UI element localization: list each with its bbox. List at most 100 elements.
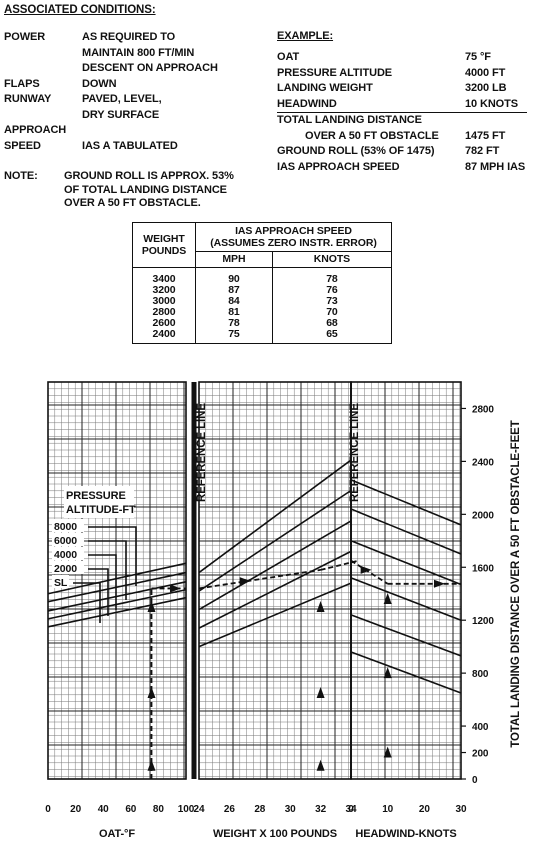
pressure-altitude-label: SL [54,577,68,589]
condition-value [82,123,259,139]
x-tick-label: 80 [153,804,164,815]
legend-label-bg [52,519,84,532]
x-tick-label: 24 [194,804,205,815]
x-tick-label: 20 [70,804,81,815]
example-title: EXAMPLE: [277,30,334,42]
pressure-altitude-label: 2000 [54,563,77,575]
series-line [47,588,187,620]
series-line [350,540,462,586]
reference-line-label: REFERENCE LINE [349,403,361,502]
panel-frame [47,381,187,780]
example-value: 1475 FT [465,129,506,142]
series-line [350,577,462,621]
weight-cell: 2600 [132,318,196,329]
arrow-icon [360,565,372,574]
table-row: 3400 90 78 [132,267,393,285]
series-line [198,489,352,592]
table-row: 2400 75 65 [132,329,393,344]
table-row: 2600 78 68 [132,318,393,329]
example-value: 3200 LB [465,82,507,94]
series-line [198,582,352,648]
legend-label-bg [52,575,69,588]
x-tick-label: 20 [419,804,430,815]
weight-cell: 2800 [132,307,196,318]
y-tick-label: 1600 [472,563,494,574]
associated-conditions: POWER AS REQUIRED TO MAINTAIN 800 FT/MIN… [4,30,259,154]
condition-value: AS REQUIRED TO MAINTAIN 800 FT/MIN DESCE… [82,31,218,74]
example-label: OVER A 50 FT OBSTACLE [305,129,439,142]
note-label: NOTE: [4,170,38,182]
ias-approach-speed-table: WEIGHT POUNDS IAS APPROACH SPEED (ASSUME… [132,222,393,344]
reference-line-label: REFERENCE LINE [196,403,208,502]
y-tick-label: 2800 [472,404,494,415]
weight-cell: 3000 [132,296,196,307]
x-tick-label: 28 [254,804,265,815]
mph-subheader: MPH [195,251,273,268]
y-axis-label: TOTAL LANDING DISTANCE OVER A 50 FT OBST… [510,420,522,747]
x-tick-label: 60 [125,804,136,815]
y-tick-label: 0 [472,775,478,786]
condition-label: RUNWAY [4,93,52,105]
legend-label-bg [52,561,84,574]
weight-column-header: WEIGHT POUNDS [132,222,196,268]
panel-frame [350,381,462,780]
x-tick-label: 40 [98,804,109,815]
pressure-altitude-label: 8000 [54,521,77,533]
y-tick-label: 1200 [472,616,494,627]
example-label: HEADWIND [277,97,337,110]
series-line [47,596,187,628]
arrow-icon [383,746,392,758]
example-label: PRESSURE ALTITUDE [277,66,393,79]
y-tick-label: 2000 [472,510,494,521]
pressure-altitude-title: ALTITUDE-FT [66,504,136,516]
condition-label: APPROACH [4,124,67,136]
knots-cell: 70 [271,307,393,318]
table-row: 3200 87 76 [132,285,393,296]
table-row: 2800 81 70 [132,307,393,318]
series-line [47,581,187,612]
knots-cell: 68 [271,318,393,329]
example-row: TOTAL LANDING DISTANCE [277,113,527,129]
condition-power: POWER AS REQUIRED TO MAINTAIN 800 FT/MIN… [4,30,259,77]
series-line [198,520,352,611]
series-line [47,571,187,603]
knots-cell: 73 [271,296,393,307]
x-tick-label: 100 [178,804,195,815]
condition-runway: RUNWAY PAVED, LEVEL, DRY SURFACE [4,92,259,123]
x-tick-label: 30 [285,804,296,815]
ias-column-header: IAS APPROACH SPEED (ASSUMES ZERO INSTR. … [195,222,392,252]
series-line [350,614,462,657]
legend-leader-line [88,540,127,600]
note-block: NOTE: GROUND ROLL IS APPROX. 53% OF TOTA… [4,170,274,211]
y-tick-label: 200 [472,749,489,760]
y-tick-label: 400 [472,722,489,733]
condition-label: POWER [4,31,46,43]
condition-value: IAS A TABULATED [82,139,178,152]
example-label: OAT [277,51,300,63]
x-axis-label: WEIGHT X 100 POUNDS [213,828,337,840]
x-tick-label: 10 [382,804,393,815]
arrow-icon [434,579,445,588]
legend-leader-line [88,554,117,610]
x-tick-label: 32 [315,804,326,815]
condition-value: PAVED, LEVEL, DRY SURFACE [82,93,162,121]
example-label: TOTAL LANDING DISTANCE [277,114,422,126]
y-tick-label: 800 [472,669,489,680]
legend-label-bg [52,547,84,560]
series-line [47,562,187,595]
x-tick-label: 30 [456,804,467,815]
knots-subheader: KNOTS [271,251,393,268]
example-value: 782 FT [465,145,500,157]
weight-cell: 2400 [132,329,196,344]
condition-approach: APPROACH [4,123,259,139]
knots-cell: 76 [271,285,393,296]
series-line [198,550,352,629]
example-label: GROUND ROLL (53% OF 1475) [277,145,435,157]
example-path [350,559,389,585]
example-label: LANDING WEIGHT [277,82,373,94]
legend-label-bg [52,533,84,546]
knots-cell: 78 [271,267,393,285]
example-path [198,569,321,590]
conditions-header: ASSOCIATED CONDITIONS: [4,4,156,16]
series-line [350,479,462,526]
